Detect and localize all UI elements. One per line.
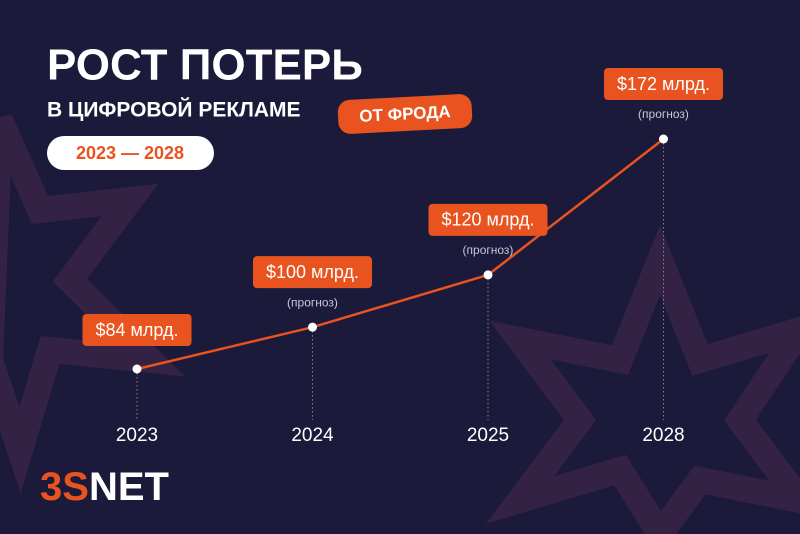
point xyxy=(308,322,317,332)
value-label: $172 млрд. xyxy=(617,74,710,94)
badge-group: ОТ ФРОДА xyxy=(337,94,473,134)
point xyxy=(659,134,668,144)
value-label-bg xyxy=(252,256,373,289)
note: (прогноз) xyxy=(287,295,338,309)
value-label: $120 млрд. xyxy=(441,210,534,230)
badge: ОТ ФРОДА xyxy=(359,102,451,126)
value-label-bg xyxy=(603,68,724,100)
decor-star xyxy=(0,114,185,494)
point xyxy=(132,364,142,374)
decor-star xyxy=(485,224,800,534)
badge-bg xyxy=(337,94,473,134)
point xyxy=(483,270,493,280)
title: РОСТ ПОТЕРЬ xyxy=(47,41,363,90)
value-label-bg xyxy=(82,314,192,346)
x-tick-label: 2023 xyxy=(116,425,158,446)
value-label: $84 млрд. xyxy=(95,320,178,340)
x-tick-label: 2025 xyxy=(467,425,509,446)
value-label-bg xyxy=(428,203,548,236)
note: (прогноз) xyxy=(463,243,514,257)
note: (прогноз) xyxy=(638,107,689,121)
logo-accent: 3S xyxy=(40,465,89,509)
x-tick-label: 2028 xyxy=(642,425,684,446)
period-pill xyxy=(47,136,214,170)
data-line xyxy=(136,138,665,371)
logo-rest: NET xyxy=(89,465,169,509)
value-label: $100 млрд. xyxy=(266,262,359,282)
period: 2023 — 2028 xyxy=(76,143,184,163)
subtitle: В ЦИФРОВОЙ РЕКЛАМЕ xyxy=(47,98,301,122)
logo: 3SNET xyxy=(40,465,169,509)
x-tick-label: 2024 xyxy=(291,425,334,446)
